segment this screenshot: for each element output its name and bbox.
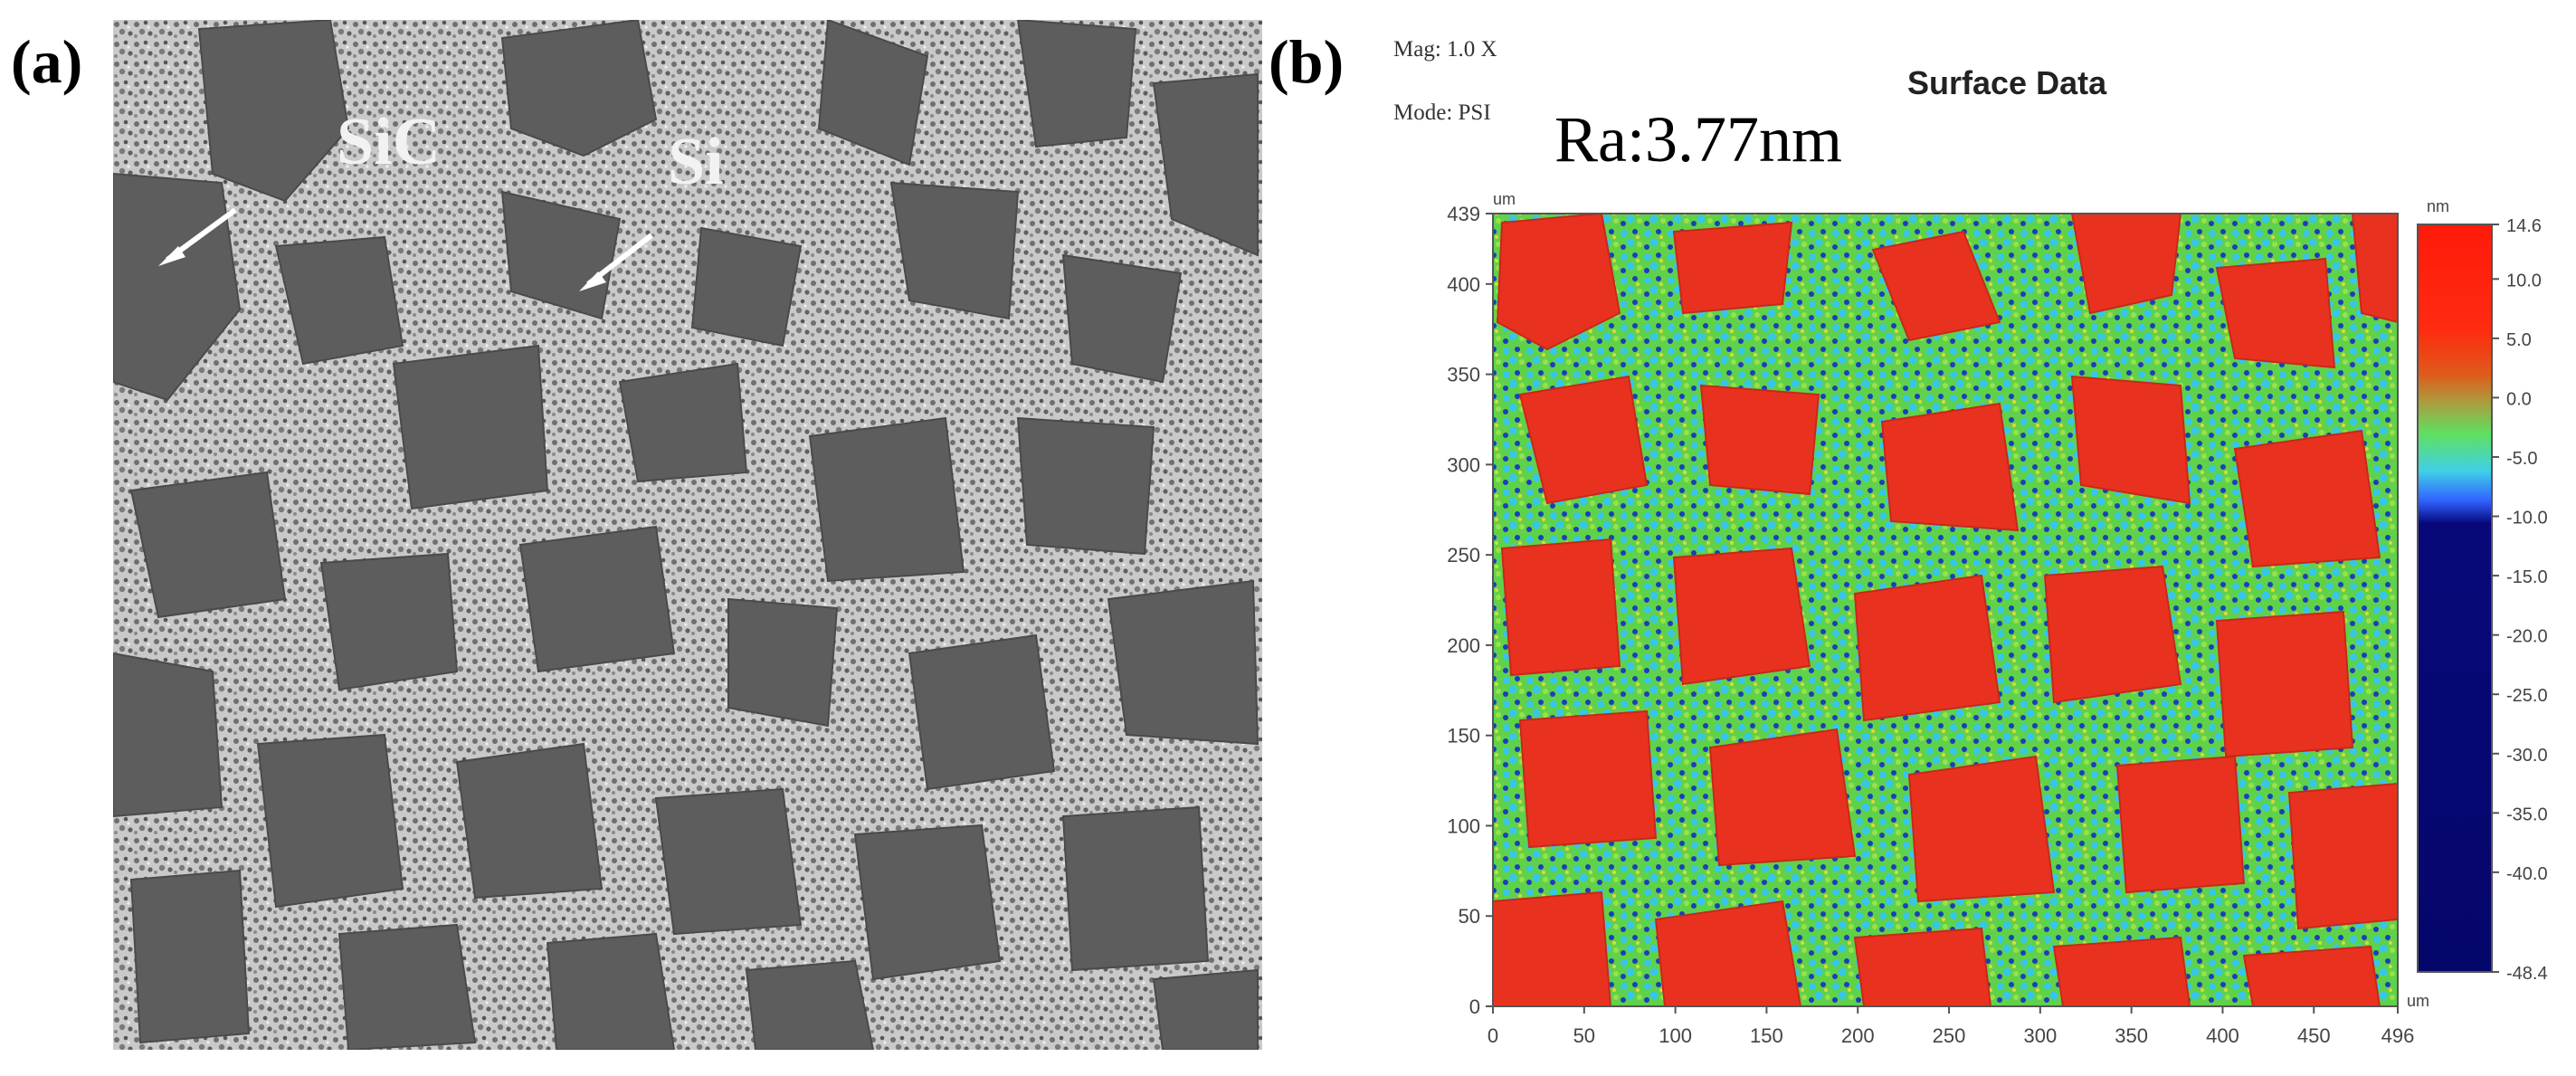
y-tick-label: 300 [1447, 453, 1480, 476]
y-tick-label: 350 [1447, 364, 1480, 386]
sic-grain [2215, 257, 2336, 369]
colorbar-tick-label: -5.0 [2506, 449, 2537, 469]
x-tick-label: 250 [1933, 1024, 1966, 1047]
sic-grain [1853, 574, 2001, 722]
x-tick-label: 450 [2297, 1024, 2331, 1047]
sic-grain [1880, 402, 2020, 532]
mode-text: Mode: PSI [1393, 100, 1491, 125]
sic-grain [1654, 900, 1802, 1007]
x-unit-label: um [2407, 992, 2429, 1010]
panel-a-label: (a) [11, 27, 83, 96]
y-tick-label: 50 [1459, 905, 1480, 928]
colorbar-tick-label: -20.0 [2506, 627, 2548, 647]
sic-grain [1699, 384, 1820, 496]
colorbar-tick-label: 14.6 [2506, 216, 2542, 236]
surface-data-title: Surface Data [1907, 64, 2107, 101]
x-tick-label: 496 [2381, 1024, 2415, 1047]
sic-grain [2115, 755, 2246, 894]
y-tick-label: 100 [1447, 814, 1480, 837]
sic-grain [1496, 212, 1621, 351]
colorbar-tick-label: -15.0 [2506, 567, 2548, 587]
colorbar-tick-label: -10.0 [2506, 509, 2548, 528]
sic-grain [1853, 927, 1992, 1007]
surface-profile-map: 0 50 100 150 200 250 300 350 400 439 0 50 100 150 200 2… [1447, 190, 2548, 1047]
plot-frame [1492, 213, 2399, 1007]
colorbar-tick-label: -25.0 [2506, 686, 2548, 706]
roughness-value: Ra:3.77nm [1554, 103, 1842, 176]
sic-grain [2215, 610, 2354, 758]
x-tick-label: 200 [1841, 1024, 1875, 1047]
y-tick-label: 200 [1447, 634, 1480, 657]
y-unit-label: um [1493, 190, 1516, 208]
sic-grain [1871, 230, 2001, 342]
x-tick-label: 100 [1659, 1024, 1692, 1047]
x-tick-label: 400 [2206, 1024, 2239, 1047]
sic-grain [2287, 782, 2399, 930]
colorbar-tick-label: 10.0 [2506, 271, 2542, 290]
sic-grain [1672, 547, 1811, 686]
y-tick-label: 150 [1447, 725, 1480, 747]
colorbar [2417, 224, 2493, 973]
sic-grain [1492, 890, 1612, 1007]
colorbar-tick-label: -30.0 [2506, 746, 2548, 766]
colorbar-unit: nm [2427, 197, 2449, 215]
x-tick-label: 0 [1488, 1024, 1498, 1047]
x-tick-label: 50 [1573, 1024, 1595, 1047]
x-tick-label: 150 [1750, 1024, 1783, 1047]
y-tick-label: 400 [1447, 273, 1480, 296]
colorbar-tick-label: 0.0 [2506, 389, 2532, 409]
sic-grain [2242, 945, 2381, 1007]
x-tick-label: 300 [2023, 1024, 2057, 1047]
y-tick-label: 250 [1447, 544, 1480, 567]
sic-grain [1672, 221, 1793, 315]
sic-grain [1500, 538, 1621, 677]
magnification-text: Mag: 1.0 X [1393, 37, 1497, 62]
panel-b-label: (b) [1269, 27, 1345, 96]
sic-grain [1518, 375, 1649, 505]
sic-grain [1708, 728, 1857, 867]
y-tick-label: 439 [1447, 203, 1480, 225]
colorbar-tick-label: 5.0 [2506, 330, 2532, 350]
sic-label: SiC [337, 105, 442, 179]
colorbar-tick-label: -40.0 [2506, 864, 2548, 884]
sic-grain [2052, 936, 2191, 1007]
colorbar-tick-label: -48.4 [2506, 964, 2548, 984]
sic-grain [1907, 755, 2056, 903]
annotation-arrows [158, 207, 653, 291]
x-tick-label: 350 [2115, 1024, 2148, 1047]
y-tick-label: 0 [1469, 995, 1480, 1018]
colorbar-tick-label: -35.0 [2506, 805, 2548, 824]
sic-grain [1518, 709, 1658, 849]
si-label: Si [668, 125, 724, 199]
sic-grain [2043, 565, 2182, 704]
sem-micrograph [113, 20, 1262, 1050]
sic-grain [2070, 375, 2191, 505]
sic-grain [2233, 429, 2381, 568]
